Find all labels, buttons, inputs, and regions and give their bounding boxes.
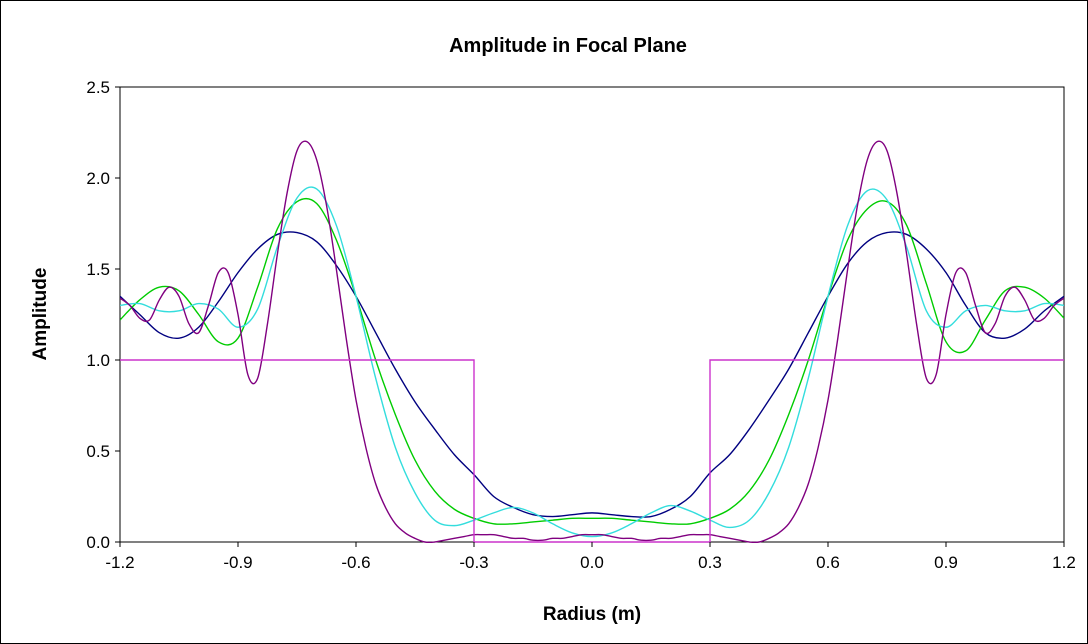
- x-tick-label: -1.2: [105, 553, 134, 572]
- x-tick-label: 0.9: [934, 553, 958, 572]
- chart-title: Amplitude in Focal Plane: [449, 35, 687, 57]
- y-tick-label: 1.5: [86, 260, 110, 279]
- y-tick-label: 0.0: [86, 533, 110, 552]
- x-tick-label: -0.9: [223, 553, 252, 572]
- series-line-3: [120, 186, 1064, 538]
- x-tick-label: 0.0: [580, 553, 604, 572]
- series-line-4: [120, 140, 1064, 544]
- plot-area: [119, 86, 1065, 543]
- y-tick-label: 0.5: [86, 442, 110, 461]
- x-tick-label: -0.6: [341, 553, 370, 572]
- x-tick-label: -0.3: [459, 553, 488, 572]
- y-axis-title: Amplitude: [30, 268, 51, 361]
- y-tick-label: 2.0: [86, 169, 110, 188]
- series-line-1: [120, 231, 1064, 518]
- series-line-2: [120, 197, 1064, 525]
- y-tick-label: 1.0: [86, 351, 110, 370]
- axes-layer: -1.2 -0.9 -0.6 -0.3 0.0 0.3 0.6 0.9 1.2 0.0 0.5 1.0…: [86, 78, 1075, 572]
- x-tick-label: 0.3: [698, 553, 722, 572]
- x-axis-title: Radius (m): [543, 604, 641, 625]
- x-tick-label: 1.2: [1052, 553, 1076, 572]
- x-tick-label: 0.6: [816, 553, 840, 572]
- y-tick-label: 2.5: [86, 78, 110, 97]
